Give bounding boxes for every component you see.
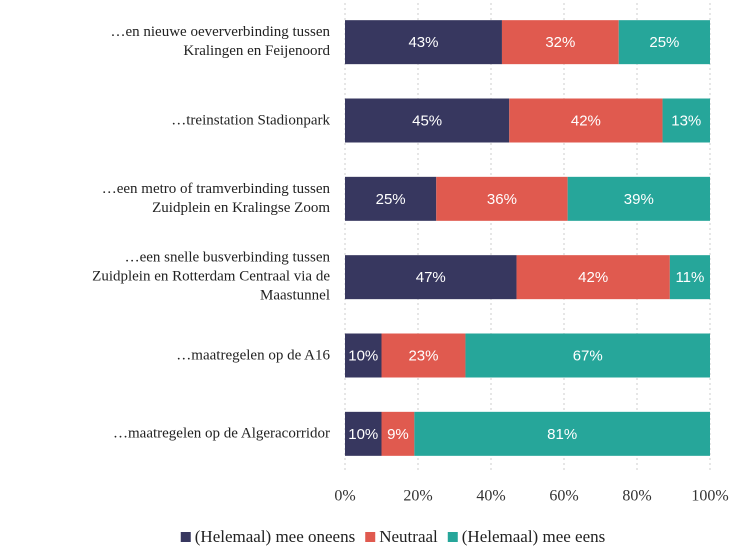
bar-segment [669, 255, 710, 300]
data-label: 42% [571, 112, 601, 129]
data-label: 9% [387, 426, 409, 443]
data-label: 10% [348, 426, 378, 443]
legend-swatch [365, 532, 376, 542]
category-label: …treinstation Stadionpark [171, 112, 330, 128]
x-tick-label: 40% [476, 488, 505, 505]
category-label: …een snelle busverbinding tussen Zuidple… [92, 249, 330, 304]
category-label: …maatregelen op de Algeracorridor [113, 425, 330, 442]
data-label: 42% [578, 269, 608, 286]
x-tick-label: 60% [549, 488, 578, 505]
category-label: …en nieuwe oeververbinding tussen Kralin… [110, 24, 330, 60]
legend-swatch [180, 532, 191, 542]
data-label: 43% [408, 34, 438, 51]
bar-segment [436, 176, 568, 221]
data-label: 11% [675, 269, 704, 286]
bar-segment [516, 255, 670, 300]
data-label: 47% [416, 269, 446, 286]
data-label: 67% [573, 347, 603, 364]
legend-swatch [447, 532, 458, 542]
data-label: 39% [624, 191, 654, 208]
data-label: 25% [649, 34, 679, 51]
bar-segment [501, 20, 619, 65]
category-label: …een metro of tramverbinding tussen Zuid… [101, 180, 330, 216]
data-label: 81% [547, 426, 577, 443]
bar-segment [381, 411, 415, 456]
data-label: 13% [671, 112, 701, 129]
data-label: 36% [487, 191, 517, 208]
bar-segment [465, 333, 710, 378]
bar-segment [567, 176, 710, 221]
bar-segment [509, 98, 663, 143]
category-label: …maatregelen op de A16 [176, 347, 330, 363]
bar-segment [345, 411, 382, 456]
bar-segment [618, 20, 710, 65]
bar-segment [414, 411, 710, 456]
bar-segment [345, 176, 437, 221]
bar-segment [345, 98, 510, 143]
x-tick-label: 0% [334, 488, 355, 505]
legend-label: Neutraal [379, 527, 438, 546]
data-label: 45% [412, 112, 442, 129]
x-tick-label: 20% [403, 488, 432, 505]
bar-segment [381, 333, 466, 378]
bar-segment [662, 98, 710, 143]
legend-label: (Helemaal) mee oneens [195, 527, 355, 546]
x-tick-label: 100% [691, 488, 728, 505]
x-tick-label: 80% [622, 488, 651, 505]
legend-label: (Helemaal) mee eens [462, 527, 605, 546]
bar-segment [345, 333, 382, 378]
data-label: 10% [348, 347, 378, 364]
data-label: 23% [408, 347, 438, 364]
bar-segment [345, 255, 517, 300]
data-label: 25% [376, 191, 406, 208]
data-label: 32% [545, 34, 575, 51]
bar-segment [345, 20, 502, 65]
